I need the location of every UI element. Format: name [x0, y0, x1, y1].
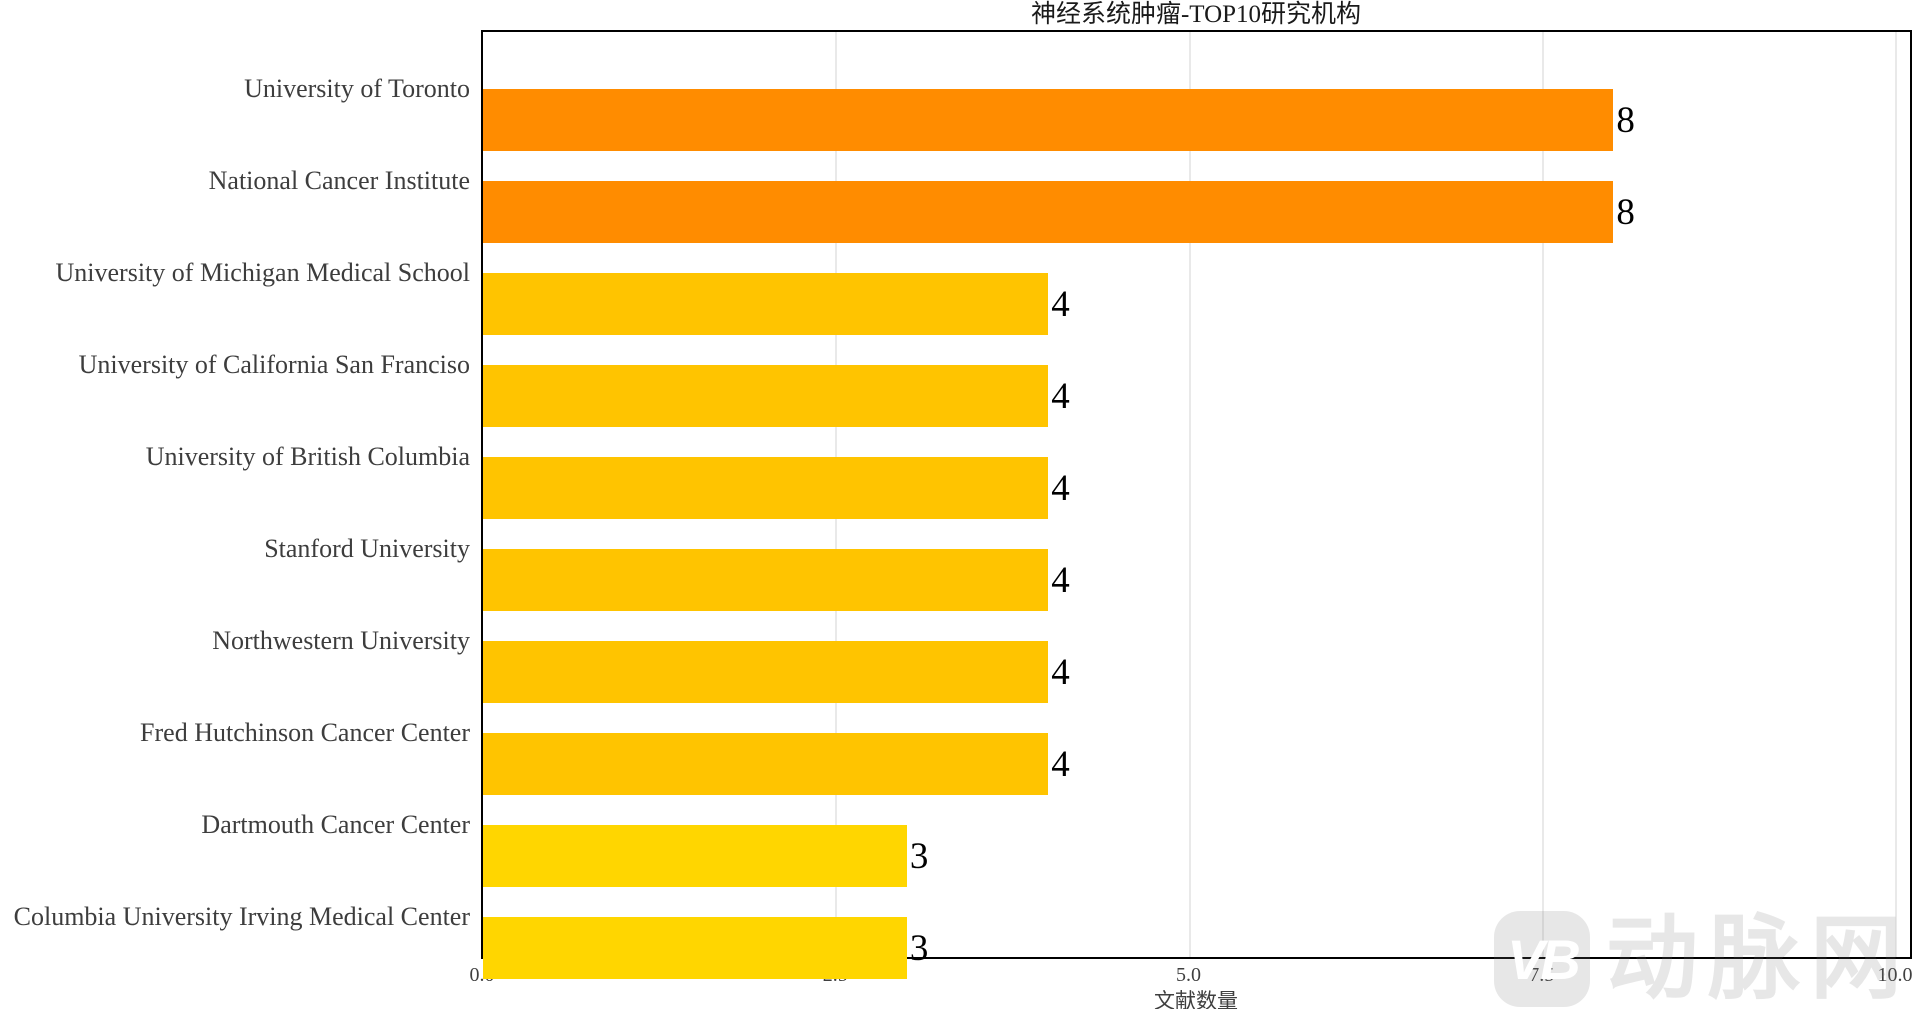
- bar-row: 4: [483, 365, 1910, 427]
- bar-value-label: 4: [1051, 467, 1070, 509]
- bar-value-label: 4: [1051, 651, 1070, 693]
- bar-row: 3: [483, 917, 1910, 979]
- x-axis-label: 文献数量: [1154, 989, 1238, 1009]
- bar: [483, 181, 1614, 243]
- bar: [483, 365, 1049, 427]
- bar-value-label: 4: [1051, 743, 1070, 785]
- y-tick-label: Stanford University: [264, 534, 470, 563]
- bar-value-label: 3: [909, 835, 929, 877]
- gridline: [1541, 32, 1544, 957]
- bar-row: 4: [483, 549, 1910, 611]
- y-tick-label: Dartmouth Cancer Center: [201, 810, 470, 839]
- y-tick-label: University of California San Franciso: [78, 350, 470, 379]
- bar: [483, 641, 1049, 703]
- bar: [483, 457, 1049, 519]
- y-tick-label: University of Toronto: [244, 74, 470, 103]
- x-tick-label: 7.5: [1529, 964, 1555, 986]
- bar-row: 8: [483, 181, 1910, 243]
- bar: [483, 273, 1049, 335]
- y-tick-label: University of British Columbia: [145, 442, 470, 471]
- bar-row: 4: [483, 641, 1910, 703]
- bar-value-label: 4: [1051, 375, 1070, 417]
- y-tick-label: Columbia University Irving Medical Cente…: [13, 902, 470, 931]
- bar-row: 3: [483, 825, 1910, 887]
- chart-title: 神经系统肿瘤-TOP10研究机构: [1030, 1, 1362, 28]
- bar-value-label: 8: [1616, 191, 1635, 233]
- y-tick-label: Northwestern University: [212, 626, 470, 655]
- y-tick-label: National Cancer Institute: [208, 166, 470, 195]
- bar: [483, 733, 1049, 795]
- plot-area: 8 8 4 4 4 4 4 4 3 3: [481, 30, 1912, 979]
- bar-value-label: 8: [1616, 99, 1635, 141]
- gridline: [1895, 32, 1897, 957]
- bar-row: 8: [483, 89, 1910, 151]
- gridline: [1188, 32, 1191, 957]
- bar: [483, 549, 1049, 611]
- x-tick-label: 10.0: [1877, 964, 1913, 986]
- bar-row: 4: [483, 733, 1910, 795]
- y-tick-label: University of Michigan Medical School: [55, 258, 470, 287]
- bar: [483, 89, 1614, 151]
- bar-row: 4: [483, 273, 1910, 335]
- bar-value-label: 4: [1051, 559, 1070, 601]
- bar: [483, 917, 907, 979]
- bar-value-label: 4: [1051, 283, 1070, 325]
- bar-value-label: 3: [909, 927, 929, 969]
- bar-row: 4: [483, 457, 1910, 519]
- y-tick-label: Fred Hutchinson Cancer Center: [140, 718, 470, 747]
- bar: [483, 825, 907, 887]
- x-tick-label: 5.0: [1176, 964, 1201, 986]
